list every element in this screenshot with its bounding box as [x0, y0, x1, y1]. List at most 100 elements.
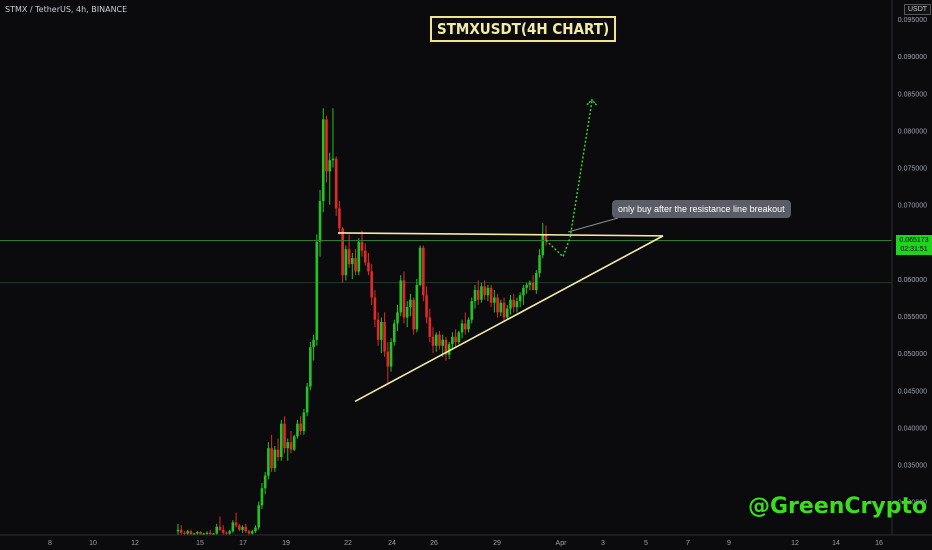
candle-body — [454, 336, 457, 343]
candle-body — [489, 287, 493, 303]
current-price-value: 0.065173 — [899, 237, 929, 244]
drawing-layer — [0, 98, 892, 403]
candle-body — [476, 290, 480, 300]
price-tick-label: 0.055000 — [898, 314, 927, 321]
candle-body — [247, 531, 251, 534]
price-tick-label: 0.060000 — [898, 277, 927, 284]
annotation-callout[interactable]: only buy after the resistance line break… — [612, 200, 791, 218]
candle-body — [328, 160, 332, 172]
candle-body — [392, 323, 396, 343]
candle-body — [292, 436, 296, 450]
time-tick-label: 26 — [430, 540, 438, 547]
price-tick-label: 0.035000 — [898, 462, 927, 469]
candle-body — [493, 297, 496, 303]
price-axis-panel[interactable] — [892, 0, 932, 550]
candle-body — [422, 247, 425, 296]
candle-body — [509, 299, 512, 309]
price-tick-label: 0.085000 — [898, 91, 927, 98]
candle-body — [344, 249, 348, 276]
time-tick-label: 24 — [388, 540, 396, 547]
candle-body — [325, 119, 328, 172]
candle-body — [405, 307, 409, 318]
candle-body — [376, 319, 380, 340]
candle-body — [502, 302, 506, 318]
candle-body — [363, 250, 367, 263]
candle-body — [202, 533, 206, 535]
candle-body — [457, 332, 461, 343]
resistance-line[interactable] — [337, 232, 664, 237]
candle-body — [354, 258, 357, 272]
candle-body — [238, 525, 241, 530]
candle-body — [263, 475, 267, 489]
time-tick-label: 22 — [344, 540, 352, 547]
candle-body — [367, 262, 370, 272]
candle-body — [538, 255, 541, 273]
candle-body — [528, 282, 532, 285]
candle-body — [512, 299, 516, 308]
price-tick-label: 0.045000 — [898, 388, 927, 395]
time-tick-label: 12 — [791, 540, 799, 547]
candle-body — [244, 526, 248, 532]
time-tick-label: 16 — [875, 540, 883, 547]
candle-body — [447, 344, 451, 355]
current-price-tag: 0.065173 02:31:51 — [896, 235, 932, 255]
candle-body — [425, 295, 428, 318]
candle-body — [312, 339, 315, 348]
candle-body — [409, 299, 412, 308]
price-tick-label: 0.050000 — [898, 351, 927, 358]
candle-body — [212, 533, 215, 535]
projection-path — [545, 100, 593, 258]
candle-body — [338, 208, 341, 229]
candle-body — [463, 323, 467, 330]
candle-body — [286, 442, 290, 449]
candle-body — [434, 334, 438, 346]
candle-body — [360, 241, 364, 251]
time-tick-label: 10 — [89, 540, 97, 547]
candle-body — [438, 334, 441, 346]
candle-body — [399, 280, 403, 313]
candle-body — [205, 532, 209, 534]
candle-body — [183, 532, 186, 534]
candle-body — [257, 505, 261, 528]
symbol-label: STMX / TetherUS, 4h, BINANCE — [5, 5, 128, 14]
candle-body — [199, 532, 202, 535]
candle-body — [351, 258, 354, 265]
time-tick-label: 29 — [493, 540, 501, 547]
candle-body — [383, 321, 386, 352]
candle-body — [473, 290, 477, 302]
candle-body — [315, 241, 319, 340]
bar-countdown: 02:31:51 — [900, 246, 928, 253]
candle-body — [518, 295, 522, 302]
time-tick-label: 15 — [196, 540, 204, 547]
candle-body — [331, 158, 335, 161]
candle-body — [451, 336, 454, 345]
candle-body — [415, 284, 419, 330]
candle-body — [470, 301, 474, 320]
candle-body — [302, 412, 306, 432]
price-tick-label: 0.075000 — [898, 166, 927, 173]
candle-body — [480, 286, 483, 300]
candle-body — [228, 531, 231, 534]
candle-body — [334, 158, 338, 209]
candle-body — [531, 282, 535, 291]
candle-body — [357, 241, 361, 272]
candle-body — [460, 323, 464, 333]
support-line[interactable] — [354, 235, 664, 403]
callout-connector — [567, 217, 619, 233]
candle-body — [428, 317, 432, 337]
candle-body — [496, 297, 499, 313]
candle-body — [499, 302, 503, 313]
time-tick-label: 7 — [686, 540, 690, 547]
candle-body — [179, 529, 183, 533]
candle-body — [341, 228, 344, 276]
candle-body — [234, 522, 238, 526]
candle-body — [441, 339, 445, 346]
candle-body — [260, 488, 264, 506]
currency-unit[interactable]: USDT — [904, 4, 932, 15]
candle-body — [273, 449, 277, 469]
candle-body — [192, 533, 196, 535]
candle-body — [486, 287, 490, 296]
candle-body — [389, 342, 393, 367]
candle-body — [544, 234, 548, 241]
